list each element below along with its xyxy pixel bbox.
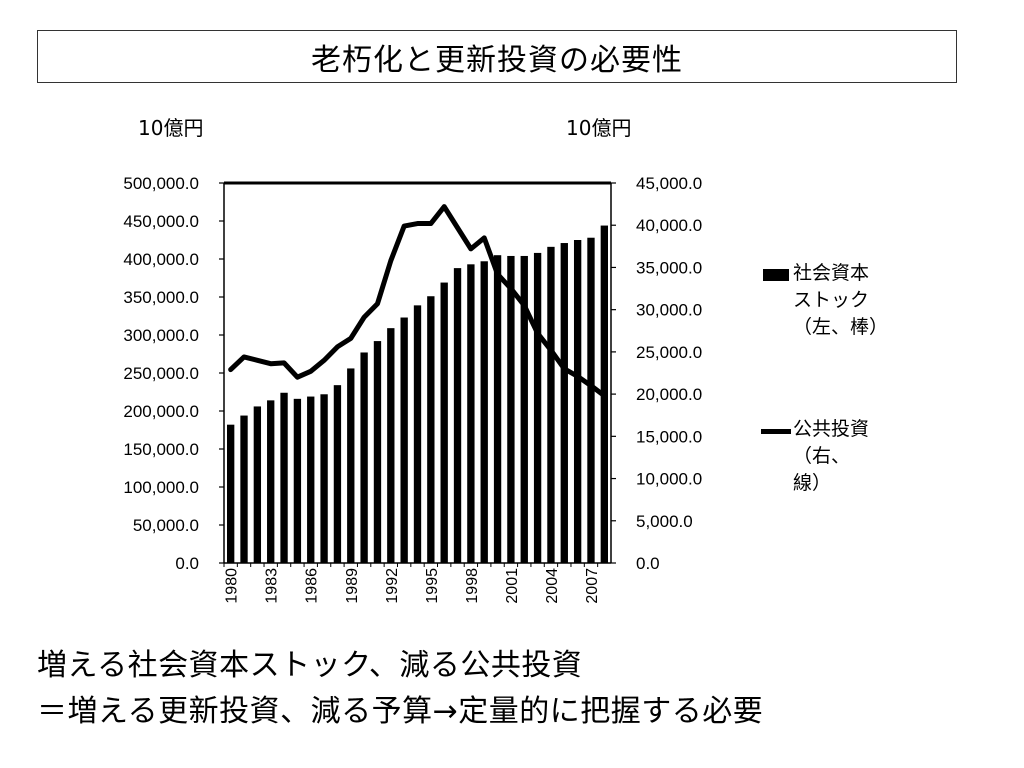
right-tick-label: 10,000.0 bbox=[636, 470, 702, 489]
legend-bar-label: 社会資本 ストック （左、棒） bbox=[793, 262, 889, 338]
bar-1985 bbox=[293, 398, 302, 563]
bar-2001 bbox=[507, 255, 515, 563]
left-tick-label: 50,000.0 bbox=[133, 516, 199, 535]
x-tick-label: 2007 bbox=[584, 568, 601, 604]
chart-axes bbox=[219, 181, 616, 567]
left-tick-label: 200,000.0 bbox=[123, 402, 199, 421]
page-title: 老朽化と更新投資の必要性 bbox=[37, 30, 957, 83]
x-tick-label: 2004 bbox=[544, 568, 561, 604]
tick-labels: 0.0 50,000.0 100,000.0 150,000.0 200,000.0 25… bbox=[123, 174, 702, 604]
public-investment-line bbox=[228, 204, 607, 399]
bar-2006 bbox=[573, 240, 582, 563]
bar-1995 bbox=[427, 296, 435, 563]
bar-1988 bbox=[333, 385, 342, 563]
bar-1998 bbox=[467, 264, 475, 563]
bar-1989 bbox=[347, 368, 355, 563]
x-tick-label: 1995 bbox=[424, 568, 441, 604]
x-tick-label: 1983 bbox=[264, 568, 281, 604]
bar-1997 bbox=[453, 268, 462, 563]
bar-1984 bbox=[280, 392, 288, 563]
legend-bar-swatch bbox=[763, 269, 789, 281]
right-tick-label: 35,000.0 bbox=[636, 258, 702, 277]
bar-1981 bbox=[240, 415, 248, 563]
left-tick-label: 450,000.0 bbox=[123, 212, 199, 231]
bar-1987 bbox=[320, 394, 328, 563]
legend-line-swatch bbox=[761, 429, 791, 434]
right-tick-label: 5,000.0 bbox=[636, 512, 693, 531]
x-tick-label: 1989 bbox=[344, 568, 361, 604]
left-tick-label: 250,000.0 bbox=[123, 364, 199, 383]
right-tick-label: 0.0 bbox=[636, 554, 660, 573]
bar-series bbox=[227, 225, 608, 564]
bar-2005 bbox=[560, 243, 568, 564]
legend-line-label: 公共投資 （右、 線） bbox=[793, 418, 870, 494]
right-tick-label: 40,000.0 bbox=[636, 216, 702, 235]
bar-2007 bbox=[587, 237, 595, 563]
left-tick-label: 0.0 bbox=[175, 554, 199, 573]
summary-line-1: 増える社会資本ストック、減る公共投資 bbox=[37, 648, 583, 683]
bar-1996 bbox=[440, 282, 448, 563]
bar-1999 bbox=[480, 261, 488, 563]
bar-2000 bbox=[493, 255, 502, 563]
bar-1991 bbox=[373, 341, 382, 563]
left-tick-label: 150,000.0 bbox=[123, 440, 199, 459]
left-tick-label: 500,000.0 bbox=[123, 174, 199, 193]
left-tick-label: 350,000.0 bbox=[123, 288, 199, 307]
line-series bbox=[228, 204, 607, 399]
right-tick-label: 30,000.0 bbox=[636, 301, 702, 320]
bar-1983 bbox=[267, 400, 275, 563]
bar-1982 bbox=[253, 406, 262, 563]
bar-1992 bbox=[387, 328, 395, 563]
x-tick-label: 2001 bbox=[504, 568, 521, 604]
bar-1990 bbox=[360, 352, 368, 563]
right-tick-label: 45,000.0 bbox=[636, 174, 702, 193]
bar-2003 bbox=[533, 252, 542, 564]
left-tick-label: 400,000.0 bbox=[123, 250, 199, 269]
bar-2004 bbox=[547, 246, 555, 563]
right-tick-label: 25,000.0 bbox=[636, 343, 702, 362]
bar-2002 bbox=[520, 255, 528, 563]
left-tick-label: 100,000.0 bbox=[123, 478, 199, 497]
x-tick-label: 1986 bbox=[304, 568, 321, 604]
bar-1993 bbox=[400, 317, 408, 563]
right-tick-label: 15,000.0 bbox=[636, 427, 702, 446]
bar-1986 bbox=[307, 396, 315, 563]
left-axis-unit: 10億円 bbox=[138, 116, 204, 140]
bar-1994 bbox=[413, 305, 422, 563]
summary-line-2: ＝増える更新投資、減る予算→定量的に把握する必要 bbox=[37, 694, 764, 729]
bar-1980 bbox=[227, 424, 235, 563]
chart-svg: 0.0 50,000.0 100,000.0 150,000.0 200,000.0 25… bbox=[123, 174, 702, 604]
left-tick-label: 300,000.0 bbox=[123, 326, 199, 345]
right-axis-unit: 10億円 bbox=[566, 116, 632, 140]
x-tick-label: 1980 bbox=[224, 568, 241, 604]
x-tick-label: 1998 bbox=[464, 568, 481, 604]
x-tick-label: 1992 bbox=[384, 568, 401, 604]
right-tick-label: 20,000.0 bbox=[636, 385, 702, 404]
